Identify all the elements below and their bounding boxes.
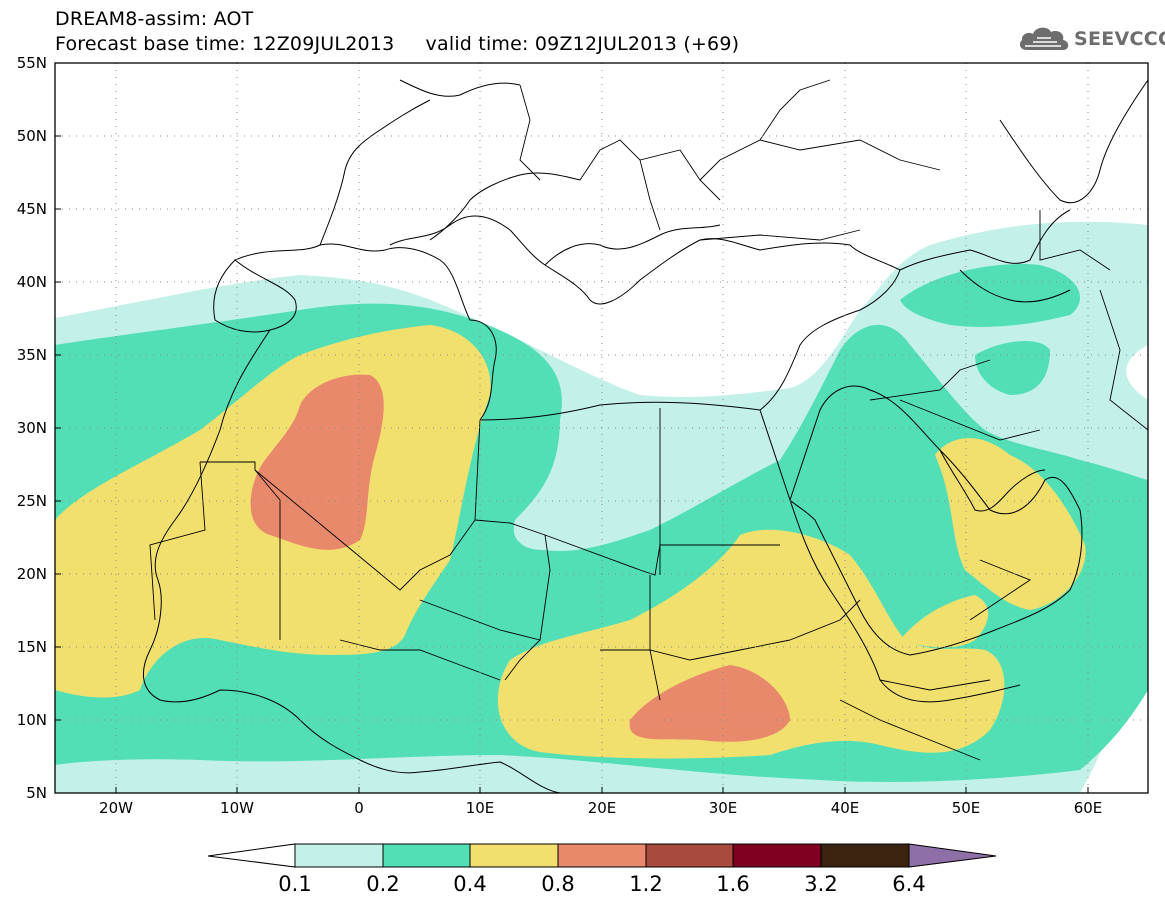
lon-label: 10W (220, 799, 254, 817)
aot-band-0.8-algeria (250, 374, 384, 550)
colorbar-bin (732, 843, 822, 868)
lat-label: 15N (17, 638, 47, 656)
colorbar-low-arrow (207, 843, 296, 868)
title-line-2: Forecast base time: 12Z09JUL2013 valid t… (55, 33, 740, 55)
colorbar-bin (294, 843, 384, 868)
colorbar-label: 0.4 (453, 872, 486, 896)
colorbar (207, 843, 997, 868)
lon-label: 40E (831, 799, 860, 817)
colorbar-label: 6.4 (892, 872, 925, 896)
lon-label: 20E (588, 799, 617, 817)
lat-label: 45N (17, 200, 47, 218)
aot-band-0.4-yemen (900, 595, 989, 648)
lat-label: 50N (17, 127, 47, 145)
lat-label: 40N (17, 273, 47, 291)
borders (149, 79, 1148, 761)
colorbar-label: 0.1 (278, 872, 311, 896)
lat-label: 5N (26, 784, 47, 802)
lon-label: 30E (709, 799, 738, 817)
lat-label: 55N (17, 54, 47, 72)
aot-band-0.4-sahel (497, 529, 1005, 759)
aot-band-0.2-caspian (900, 264, 1080, 327)
lat-label: 20N (17, 565, 47, 583)
colorbar-label: 3.2 (804, 872, 837, 896)
lon-label: 50E (952, 799, 981, 817)
longitude-labels: 20W 10W 0 10E 20E 30E 40E 50E 60E (99, 799, 1102, 817)
aot-band-0.8-sudan (629, 665, 790, 742)
lon-label: 0 (354, 799, 364, 817)
lat-label: 10N (17, 711, 47, 729)
colorbar-label: 0.2 (366, 872, 399, 896)
seevccc-logo: SEEVCCC (1017, 24, 1165, 54)
cloud-icon (1019, 27, 1069, 50)
aot-band-0.1-libya (513, 407, 760, 548)
lat-label: 35N (17, 346, 47, 364)
title-line-1: DREAM8-assim: AOT (55, 8, 254, 30)
colorbar-bin (820, 843, 910, 868)
colorbar-label: 1.2 (629, 872, 662, 896)
colorbar-label: 1.6 (716, 872, 749, 896)
colorbar-label: 0.8 (541, 872, 574, 896)
lat-label: 25N (17, 492, 47, 510)
coastlines (142, 79, 1148, 793)
logo-text: SEEVCCC (1074, 28, 1165, 50)
colorbar-high-arrow (908, 843, 997, 868)
colorbar-labels: 0.1 0.2 0.4 0.8 1.2 1.6 3.2 6.4 (278, 872, 925, 896)
colorbar-bin (382, 843, 471, 868)
latitude-labels: 55N 50N 45N 40N 35N 30N 25N 20N 15N 10N … (17, 54, 47, 802)
lat-label: 30N (17, 419, 47, 437)
colorbar-bin (645, 843, 734, 868)
aot-contours (55, 221, 1148, 793)
graticule (55, 63, 1148, 793)
tick-marks (55, 62, 1089, 793)
colorbar-bin (557, 843, 647, 868)
lon-label: 20W (99, 799, 133, 817)
colorbar-bin (469, 843, 559, 868)
lon-label: 10E (466, 799, 495, 817)
lon-label: 60E (1074, 799, 1103, 817)
aot-band-0.4-arabia (935, 438, 1086, 610)
aot-band-0.2-iran (975, 340, 1050, 395)
